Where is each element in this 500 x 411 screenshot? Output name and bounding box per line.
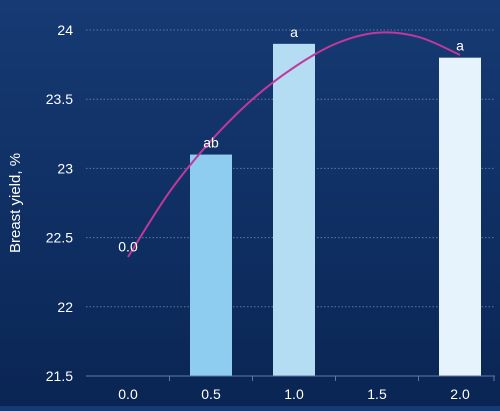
curve-layer (127, 31, 461, 258)
y-tick-label: 23.5 (46, 91, 73, 107)
y-tick-label: 22 (57, 299, 73, 315)
axis-layer: 21.5 22 22.5 23 23.5 24 0.0 0.5 1.0 1.5 2.0 (46, 22, 495, 402)
y-tick-label: 21.5 (46, 368, 73, 384)
bar-label: a (290, 24, 298, 40)
x-tick-label: 1.0 (284, 386, 304, 402)
x-tick-label: 1.5 (367, 386, 387, 402)
y-tick-label: 22.5 (46, 230, 73, 246)
y-tick-label: 24 (57, 22, 73, 38)
x-tick-label: 2.0 (450, 386, 470, 402)
bar (190, 154, 232, 376)
bar-layer (190, 43, 481, 377)
y-tick-label: 23 (57, 160, 73, 176)
bar (439, 57, 481, 377)
bar-label: a (456, 38, 464, 54)
label-layer: 0.0 ab a a (118, 24, 464, 255)
y-axis-label: Breast yield, % (7, 153, 24, 253)
fit-curve (127, 31, 461, 258)
x-tick-label: 0.0 (118, 386, 138, 402)
x-tick-label: 0.5 (201, 386, 221, 402)
bar-label: ab (203, 135, 219, 151)
bar-label: 0.0 (118, 238, 138, 254)
bar (273, 43, 315, 377)
